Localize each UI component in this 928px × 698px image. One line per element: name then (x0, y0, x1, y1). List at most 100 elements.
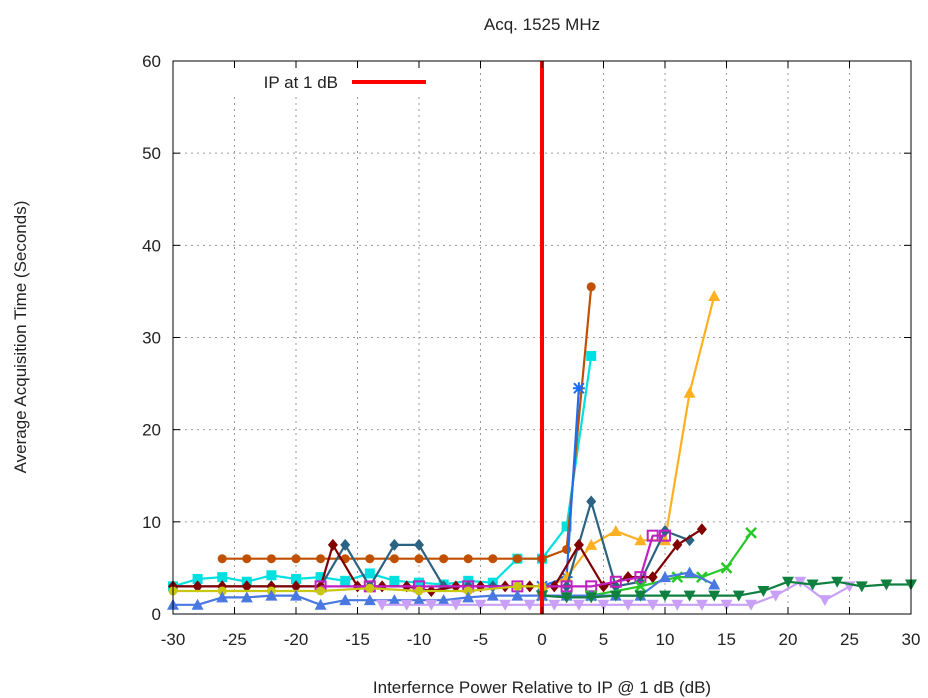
data-point (437, 594, 450, 606)
data-point (340, 575, 351, 586)
x-axis-label: Interfernce Power Relative to IP @ 1 dB … (373, 678, 711, 697)
x-tick-label: 10 (656, 630, 675, 649)
series-0 (168, 350, 597, 592)
data-point (414, 577, 424, 588)
data-point (512, 581, 522, 591)
x-tick-label: -15 (345, 630, 370, 649)
data-point (439, 554, 449, 564)
data-point (609, 575, 622, 588)
data-point (511, 589, 524, 601)
x-tick-label: 30 (902, 630, 921, 649)
data-point (389, 538, 400, 551)
y-tick-label: 30 (142, 329, 161, 348)
data-point (192, 573, 203, 584)
x-tick-label: 25 (840, 630, 859, 649)
data-point (634, 534, 647, 546)
data-point (217, 586, 227, 596)
y-tick-label: 60 (142, 52, 161, 71)
data-point (745, 599, 758, 611)
data-point (463, 554, 473, 564)
x-tick-label: -25 (222, 630, 247, 649)
data-point (486, 589, 499, 601)
data-point (291, 580, 301, 593)
data-point (634, 580, 647, 593)
y-tick-label: 0 (152, 605, 161, 624)
series-line (173, 528, 703, 593)
data-point (291, 554, 301, 564)
data-point (818, 595, 831, 607)
y-axis-label: Average Acquisition Time (Seconds) (11, 201, 30, 474)
data-point (634, 571, 647, 584)
data-point (499, 599, 512, 611)
data-point (806, 579, 819, 591)
data-point (462, 591, 475, 603)
data-point (217, 554, 227, 564)
data-point (572, 599, 585, 611)
data-point (623, 571, 634, 584)
data-point (241, 580, 252, 593)
legend: IP at 1 dB (212, 68, 432, 94)
series-6 (314, 529, 671, 593)
chart-title: Acq. 1525 MHz (484, 15, 600, 34)
data-point (880, 579, 893, 591)
data-point (585, 592, 598, 604)
data-point (523, 599, 536, 611)
series-group (167, 282, 917, 611)
data-point (757, 585, 770, 597)
data-point (732, 590, 745, 602)
data-point (609, 525, 622, 537)
data-point (242, 554, 252, 564)
x-tick-label: 5 (599, 630, 608, 649)
data-point (708, 590, 721, 602)
data-point (646, 599, 659, 611)
series-9 (167, 566, 721, 610)
data-point (363, 594, 376, 606)
series-line (320, 534, 665, 588)
x-tick-labels: -30 -25 -20 -15 -10 -5 0 5 10 15 20 25 30 (161, 630, 921, 649)
data-point (240, 591, 253, 603)
data-point (684, 534, 695, 547)
data-point (315, 572, 326, 583)
data-point (340, 538, 351, 551)
data-point (745, 527, 757, 539)
data-point (695, 599, 708, 611)
data-point (659, 590, 671, 602)
data-point (316, 554, 326, 564)
data-point (488, 554, 498, 564)
data-point (376, 599, 389, 611)
data-point (290, 589, 302, 601)
y-tick-label: 40 (142, 236, 161, 255)
data-point (266, 570, 277, 581)
data-point (449, 599, 462, 611)
data-point (414, 538, 424, 551)
data-point (671, 599, 684, 611)
data-point (659, 571, 671, 583)
data-point (585, 538, 598, 550)
data-point (339, 594, 352, 606)
data-point (708, 578, 721, 590)
data-point (191, 598, 204, 610)
data-point (586, 282, 596, 292)
data-point (659, 529, 671, 542)
data-point (586, 495, 597, 508)
data-point (291, 573, 301, 584)
data-point (696, 523, 707, 536)
data-point (414, 586, 424, 596)
data-point (425, 599, 438, 611)
data-point (769, 590, 782, 602)
data-point (265, 589, 278, 601)
data-point (463, 586, 473, 596)
data-point (597, 599, 610, 611)
data-point (634, 590, 647, 602)
y-tick-label: 20 (142, 421, 161, 440)
data-point (548, 599, 561, 611)
data-point (365, 554, 375, 564)
data-point (389, 554, 399, 564)
data-point (474, 599, 487, 611)
data-point (572, 382, 585, 395)
data-point (609, 590, 622, 602)
data-point (512, 554, 522, 564)
y-tick-label: 10 (142, 513, 161, 532)
x-tick-label: 20 (779, 630, 798, 649)
